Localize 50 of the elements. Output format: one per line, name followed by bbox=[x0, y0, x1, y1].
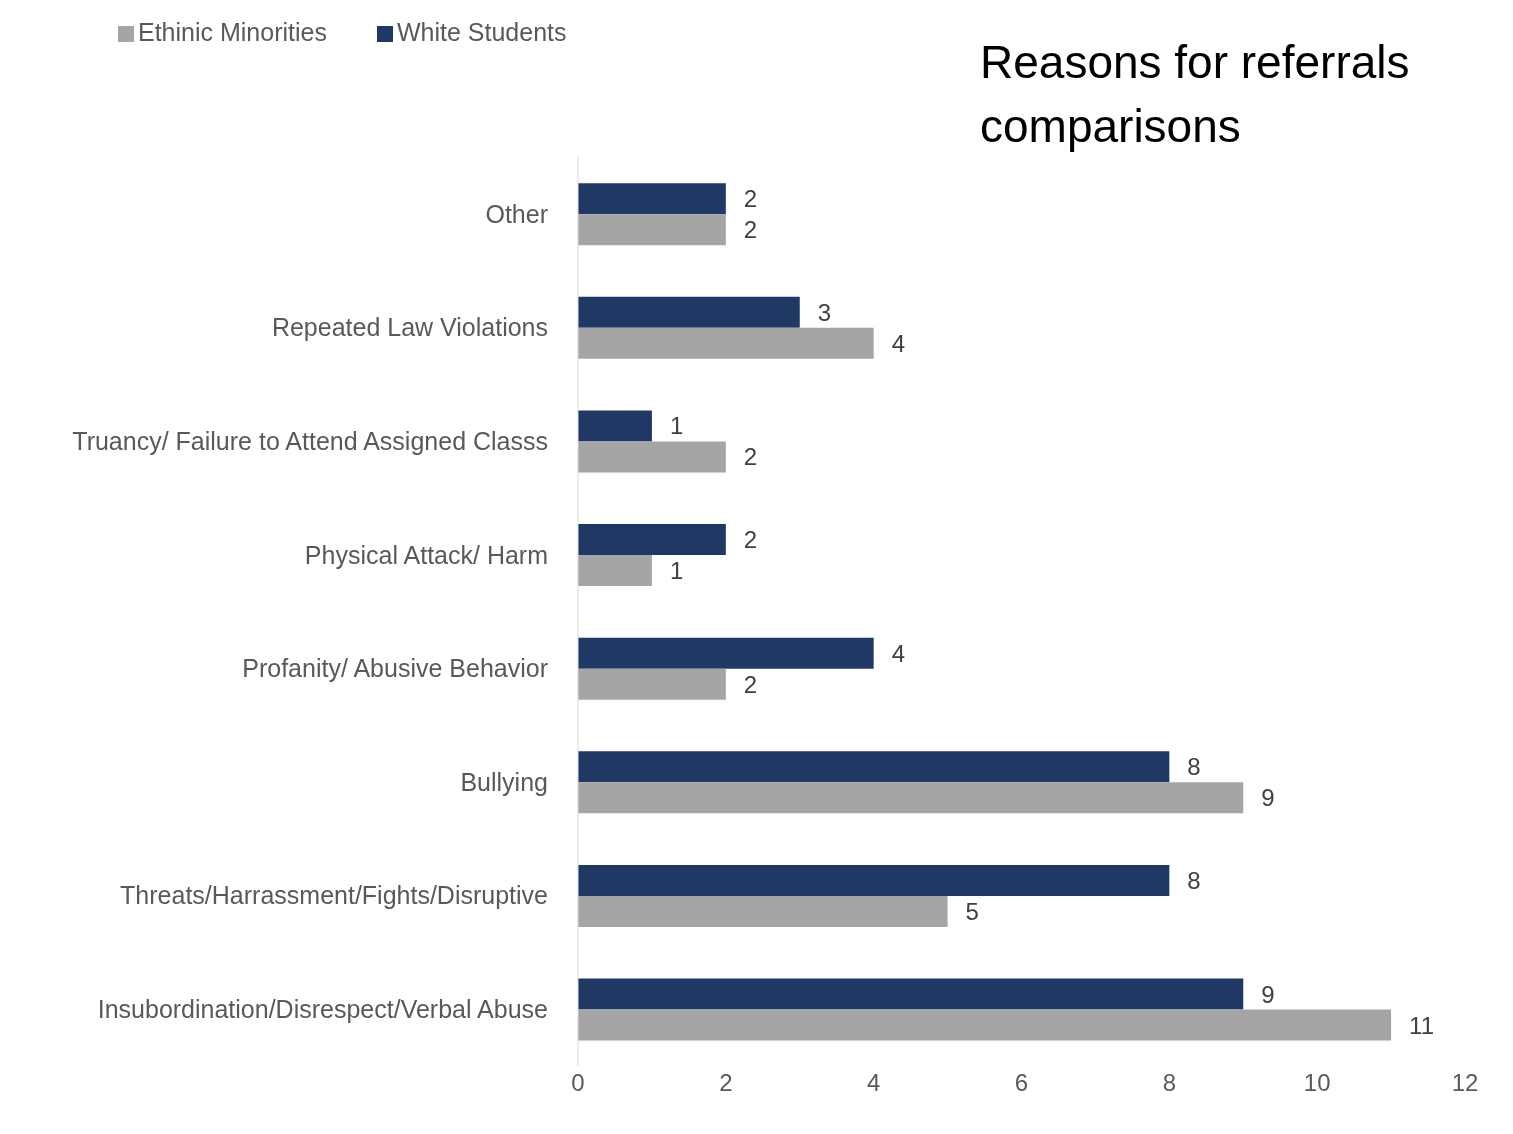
data-label: 2 bbox=[743, 185, 758, 213]
y-tick-label: Threats/Harrassment/Fights/Disruptive bbox=[120, 881, 548, 910]
bar bbox=[578, 637, 874, 669]
y-tick-label: Truancy/ Failure to Attend Assigned Classs bbox=[72, 426, 548, 455]
data-label: 1 bbox=[669, 557, 684, 585]
bar bbox=[578, 524, 726, 556]
bar bbox=[578, 751, 1170, 783]
bar bbox=[578, 782, 1244, 814]
data-label: 9 bbox=[1261, 784, 1275, 812]
x-tick-label: 0 bbox=[571, 1069, 585, 1097]
data-label: 4 bbox=[891, 329, 906, 357]
x-tick-label: 4 bbox=[866, 1069, 881, 1097]
x-tick-label: 6 bbox=[1014, 1069, 1029, 1097]
data-label: 2 bbox=[743, 216, 758, 244]
data-label: 8 bbox=[1187, 866, 1201, 894]
bar bbox=[578, 441, 726, 473]
bar bbox=[578, 864, 1170, 896]
data-label: 4 bbox=[891, 639, 906, 667]
x-tick-label: 2 bbox=[719, 1069, 733, 1097]
y-tick-label: Other bbox=[485, 199, 548, 228]
bar bbox=[578, 1009, 1392, 1041]
data-label: 2 bbox=[743, 670, 758, 698]
y-tick-label: Bullying bbox=[460, 767, 548, 796]
data-label: 11 bbox=[1409, 1011, 1435, 1039]
bar bbox=[578, 296, 800, 328]
x-tick-label: 8 bbox=[1162, 1069, 1177, 1097]
bar bbox=[578, 410, 652, 442]
y-tick-label: Insubordination/Disrespect/Verbal Abuse bbox=[97, 995, 548, 1024]
data-label: 1 bbox=[669, 412, 684, 440]
chart-title: Reasons for referrals comparisons bbox=[980, 35, 1411, 154]
bar bbox=[578, 183, 726, 215]
x-tick-label: 10 bbox=[1303, 1069, 1331, 1097]
y-tick-label: Profanity/ Abusive Behavior bbox=[242, 654, 548, 683]
bar bbox=[578, 668, 726, 700]
data-label: 3 bbox=[817, 298, 832, 326]
legend-label: White Students bbox=[396, 18, 567, 46]
bar bbox=[578, 978, 1244, 1010]
x-tick-label: 12 bbox=[1451, 1069, 1479, 1097]
bar bbox=[578, 895, 948, 927]
bar bbox=[578, 327, 874, 359]
bar bbox=[578, 555, 652, 587]
data-label: 8 bbox=[1187, 753, 1201, 781]
data-label: 5 bbox=[965, 897, 979, 925]
data-label: 9 bbox=[1261, 980, 1275, 1008]
y-tick-label: Physical Attack/ Harm bbox=[304, 540, 548, 569]
data-label: 2 bbox=[743, 526, 758, 554]
data-label: 2 bbox=[743, 443, 758, 471]
legend-label: Ethinic Minorities bbox=[138, 18, 327, 46]
bar bbox=[578, 214, 726, 246]
y-tick-label: Repeated Law Violations bbox=[271, 313, 548, 342]
